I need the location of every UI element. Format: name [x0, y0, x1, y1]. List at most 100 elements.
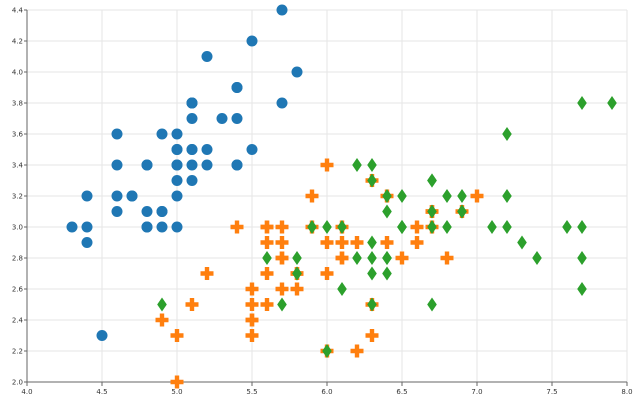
- data-point-diamond: [322, 220, 332, 234]
- data-point-diamond: [352, 251, 362, 265]
- data-point-plus: [185, 298, 199, 311]
- data-point-plus: [260, 236, 274, 249]
- data-point-diamond: [307, 220, 317, 234]
- data-point-plus: [320, 236, 334, 249]
- data-point-plus: [380, 236, 394, 249]
- y-tick-label: 3.2: [12, 193, 23, 201]
- y-tick-label: 2.6: [12, 286, 24, 294]
- data-point-diamond: [427, 204, 437, 219]
- data-point-plus: [320, 158, 334, 172]
- data-point-circle: [81, 190, 93, 202]
- data-point-diamond: [577, 282, 587, 296]
- data-point-plus: [335, 251, 349, 265]
- data-point-circle: [171, 159, 183, 171]
- data-point-circle: [186, 159, 198, 171]
- data-point-circle: [156, 206, 168, 217]
- data-point-circle: [111, 206, 123, 217]
- data-point-plus: [395, 251, 409, 265]
- data-point-diamond: [292, 266, 302, 281]
- data-point-circle: [186, 175, 198, 186]
- data-point-diamond: [367, 158, 377, 172]
- data-point-diamond: [442, 189, 452, 203]
- data-point-plus: [275, 220, 289, 234]
- data-point-plus: [170, 375, 184, 389]
- y-tick-label: 2.4: [12, 317, 24, 325]
- data-point-plus: [245, 329, 259, 342]
- data-point-plus: [245, 313, 259, 327]
- data-points: [66, 4, 617, 389]
- data-point-diamond: [262, 251, 272, 265]
- series-1-plus-group: [155, 158, 484, 389]
- data-point-circle: [186, 113, 198, 124]
- data-point-plus: [260, 267, 274, 280]
- series-2-diamond-group: [157, 96, 617, 358]
- data-point-circle: [171, 144, 183, 155]
- data-point-plus: [230, 220, 244, 234]
- data-point-diamond: [367, 251, 377, 265]
- data-point-circle: [156, 128, 168, 140]
- data-point-plus: [335, 236, 349, 249]
- data-point-circle: [201, 51, 213, 62]
- tick-labels: 4.0 4.5 5.0 5.5 6.0 6.5 7.0 7.5 8.0 2.0 2.2 2.4 2.6 2…: [12, 7, 633, 397]
- data-point-diamond: [427, 173, 437, 188]
- data-point-diamond: [382, 204, 392, 219]
- data-point-circle: [81, 221, 93, 233]
- x-tick-label: 6.0: [321, 388, 332, 396]
- y-tick-label: 3.0: [12, 224, 23, 232]
- y-tick-label: 3.6: [12, 131, 24, 139]
- data-point-diamond: [532, 251, 542, 265]
- x-tick-label: 4.0: [21, 388, 32, 396]
- data-point-diamond: [337, 220, 347, 234]
- data-point-diamond: [577, 220, 587, 234]
- data-point-circle: [111, 159, 123, 171]
- y-tick-label: 3.4: [12, 162, 24, 170]
- data-point-circle: [171, 175, 183, 186]
- x-tick-label: 4.5: [96, 388, 107, 396]
- data-point-circle: [201, 159, 213, 171]
- data-point-circle: [186, 144, 198, 155]
- data-point-plus: [170, 329, 184, 342]
- data-point-diamond: [487, 220, 497, 234]
- data-point-diamond: [607, 96, 617, 110]
- data-point-circle: [141, 159, 153, 171]
- data-point-plus: [275, 282, 289, 296]
- data-point-plus: [365, 329, 379, 342]
- data-point-circle: [216, 113, 228, 124]
- data-point-plus: [200, 267, 214, 280]
- data-point-diamond: [457, 204, 467, 219]
- data-point-circle: [111, 190, 123, 202]
- data-point-circle: [171, 190, 183, 202]
- data-point-diamond: [502, 127, 512, 141]
- data-point-circle: [156, 221, 168, 233]
- data-point-diamond: [277, 297, 287, 312]
- data-point-plus: [260, 298, 274, 311]
- data-point-circle: [186, 97, 198, 109]
- data-point-diamond: [427, 297, 437, 312]
- data-point-diamond: [577, 96, 587, 110]
- x-tick-label: 5.5: [246, 388, 257, 396]
- data-point-diamond: [382, 189, 392, 203]
- data-point-plus: [350, 344, 364, 358]
- data-point-plus: [275, 251, 289, 265]
- data-point-circle: [171, 221, 183, 233]
- x-tick-label: 7.0: [471, 388, 482, 396]
- gridlines: [26, 9, 628, 383]
- data-point-plus: [275, 236, 289, 249]
- data-point-plus: [245, 298, 259, 311]
- data-point-diamond: [502, 220, 512, 234]
- data-point-circle: [141, 206, 153, 217]
- data-point-circle: [81, 237, 93, 248]
- y-tick-label: 3.8: [12, 100, 23, 108]
- data-point-plus: [350, 236, 364, 249]
- data-point-diamond: [427, 220, 437, 234]
- data-point-diamond: [352, 158, 362, 172]
- y-tick-label: 4.0: [12, 69, 23, 77]
- x-tick-label: 6.5: [396, 388, 407, 396]
- data-point-plus: [440, 251, 454, 265]
- data-point-plus: [470, 189, 484, 203]
- data-point-circle: [231, 113, 243, 124]
- data-point-diamond: [457, 189, 467, 203]
- y-tick-label: 4.4: [12, 7, 24, 15]
- data-point-plus: [410, 236, 424, 249]
- data-point-diamond: [397, 189, 407, 203]
